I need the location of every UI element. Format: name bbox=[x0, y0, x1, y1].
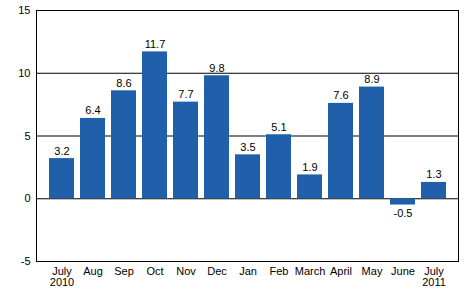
svg-text:Oct: Oct bbox=[146, 265, 163, 277]
svg-text:1.3: 1.3 bbox=[426, 168, 441, 180]
svg-text:11.7: 11.7 bbox=[145, 38, 166, 50]
svg-text:April: April bbox=[330, 265, 352, 277]
svg-text:May: May bbox=[362, 265, 383, 277]
svg-text:1.9: 1.9 bbox=[302, 161, 317, 173]
svg-text:5.1: 5.1 bbox=[271, 121, 286, 133]
svg-text:July2011: July2011 bbox=[422, 265, 446, 288]
svg-text:9.8: 9.8 bbox=[209, 62, 224, 74]
svg-text:Feb: Feb bbox=[270, 265, 289, 277]
svg-text:-5: -5 bbox=[21, 255, 31, 267]
svg-text:8.6: 8.6 bbox=[116, 77, 131, 89]
svg-text:7.7: 7.7 bbox=[178, 88, 193, 100]
svg-text:July2010: July2010 bbox=[50, 265, 74, 288]
svg-text:10: 10 bbox=[18, 67, 30, 79]
svg-text:8.9: 8.9 bbox=[364, 73, 379, 85]
svg-text:6.4: 6.4 bbox=[85, 104, 100, 116]
svg-text:June: June bbox=[391, 265, 415, 277]
svg-text:15: 15 bbox=[18, 4, 30, 16]
svg-text:Dec: Dec bbox=[207, 265, 227, 277]
svg-text:7.6: 7.6 bbox=[333, 89, 348, 101]
svg-text:Sep: Sep bbox=[114, 265, 134, 277]
svg-text:-0.5: -0.5 bbox=[394, 207, 413, 219]
svg-text:3.2: 3.2 bbox=[54, 145, 69, 157]
svg-text:Aug: Aug bbox=[83, 265, 103, 277]
svg-text:March: March bbox=[295, 265, 326, 277]
svg-text:Nov: Nov bbox=[176, 265, 196, 277]
svg-text:5: 5 bbox=[24, 130, 30, 142]
svg-text:3.5: 3.5 bbox=[240, 141, 255, 153]
svg-text:0: 0 bbox=[24, 192, 30, 204]
svg-text:Jan: Jan bbox=[239, 265, 257, 277]
